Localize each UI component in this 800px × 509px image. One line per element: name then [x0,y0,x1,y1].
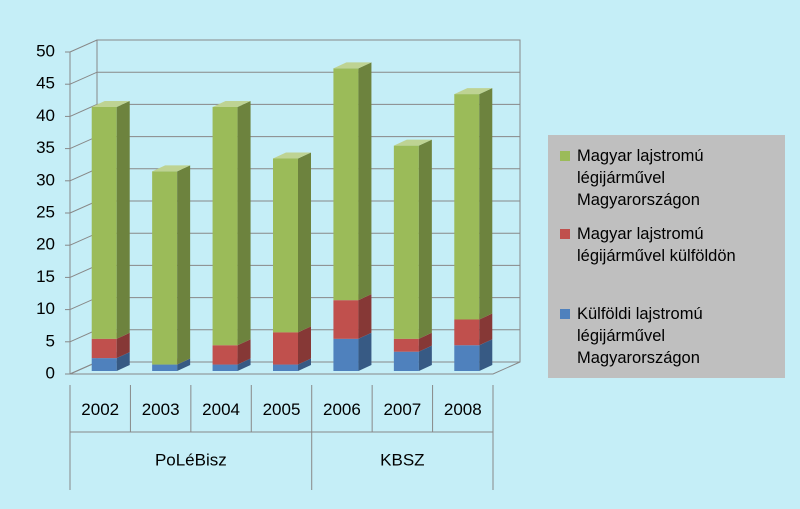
bar-front [393,351,419,371]
bar-front [212,364,238,371]
bar-front [393,145,419,339]
bar-front [91,358,117,371]
bar-side [237,100,251,346]
y-tick-label: 50 [36,41,55,60]
bar-front [273,332,298,365]
bar-side [298,358,311,371]
y-tick-label: 30 [36,170,55,189]
bar-side [358,332,372,371]
x-tick-label: 2008 [444,400,482,419]
bar-front [333,300,359,339]
x-tick-label: 2003 [142,400,180,419]
legend-label: Magyar lajstromú légijárművel Magyarorsz… [577,147,704,209]
group-label: PoLéBisz [155,450,227,469]
y-tick-label: 20 [36,235,55,254]
grid-line [69,103,520,117]
bar-side [298,326,311,365]
bar-front [454,345,480,371]
y-tick-label: 40 [36,106,55,125]
bar-side [479,313,493,346]
bar-side [418,332,432,352]
bar-front [91,338,117,359]
bar-front [273,364,298,371]
grid-line [69,39,520,53]
y-tick-label: 5 [46,331,55,350]
bar-side [237,358,251,371]
bar-side [177,358,191,371]
bar-side [116,100,130,339]
legend-swatch [560,229,570,239]
legend-label: Külföldi lajstromú légijárművel Magyaror… [577,305,703,367]
bar-side [116,352,130,371]
bar-side [177,165,191,365]
y-tick-label: 45 [36,74,55,93]
grid-line [69,136,520,150]
bar-side [358,294,372,339]
y-tick-label: 35 [36,138,55,157]
bar-front [454,319,480,346]
legend-swatch [560,151,570,161]
bar-side [479,339,493,371]
legend: Magyar lajstromú légijárművel Magyarorsz… [548,135,785,378]
bar-side [418,139,432,339]
bar-side [358,62,372,301]
bar-top [454,88,493,95]
legend-entry: Magyar lajstromú légijárművel külföldön [560,223,780,267]
bar-top [273,152,311,159]
bar-side [418,345,432,371]
bar-front [91,106,117,339]
legend-swatch [560,309,570,319]
bar-top [333,62,372,69]
bar-side [298,152,311,333]
grid-line [69,71,520,85]
bar-front [212,345,238,365]
x-tick-label: 2006 [323,400,361,419]
x-tick-label: 2005 [263,400,301,419]
bar-front [333,68,359,301]
bar-side [116,332,130,359]
bar-front [212,106,238,346]
bar-top [152,165,191,172]
bar-front [152,364,178,371]
bar-top [91,100,130,107]
bar-side [237,339,251,365]
y-tick-label: 0 [46,363,55,382]
y-tick-label: 15 [36,267,55,286]
bar-top [212,100,251,107]
bar-side [479,88,493,320]
x-tick-label: 2002 [81,400,119,419]
bar-front [333,338,359,371]
bar-top [393,139,432,146]
bar-front [152,171,178,365]
y-tick-label: 25 [36,202,55,221]
legend-entry: Magyar lajstromú légijárművel Magyarorsz… [560,145,780,211]
bar-front [393,338,419,352]
group-label: KBSZ [380,450,424,469]
legend-entry: Külföldi lajstromú légijárművel Magyaror… [560,303,780,369]
y-tick-label: 10 [36,299,55,318]
legend-label: Magyar lajstromú légijárművel külföldön [577,225,736,265]
bar-front [273,158,298,333]
x-tick-label: 2007 [383,400,421,419]
bar-front [454,94,480,320]
x-tick-label: 2004 [202,400,240,419]
